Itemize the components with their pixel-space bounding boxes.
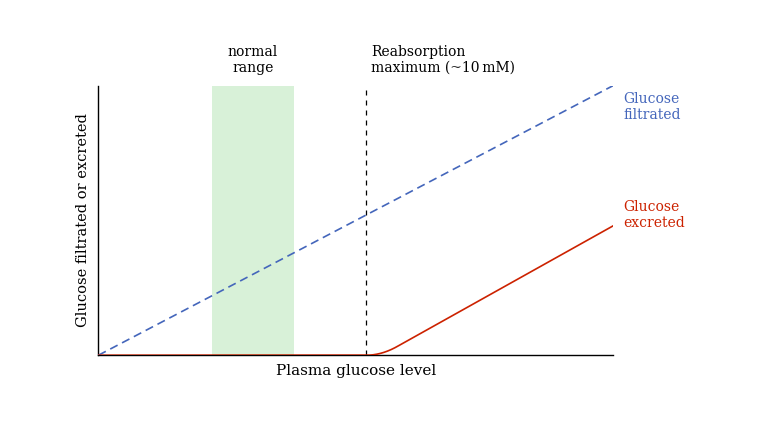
X-axis label: Plasma glucose level: Plasma glucose level (276, 363, 436, 377)
Text: Glucose
filtrated: Glucose filtrated (624, 92, 681, 122)
Text: Glucose
excreted: Glucose excreted (624, 200, 685, 230)
Bar (212, 86, 294, 355)
Text: normal
range: normal range (228, 45, 278, 75)
Y-axis label: Glucose filtrated or excreted: Glucose filtrated or excreted (76, 113, 90, 327)
Text: Reabsorption
maximum (~10 mM): Reabsorption maximum (~10 mM) (371, 45, 516, 75)
